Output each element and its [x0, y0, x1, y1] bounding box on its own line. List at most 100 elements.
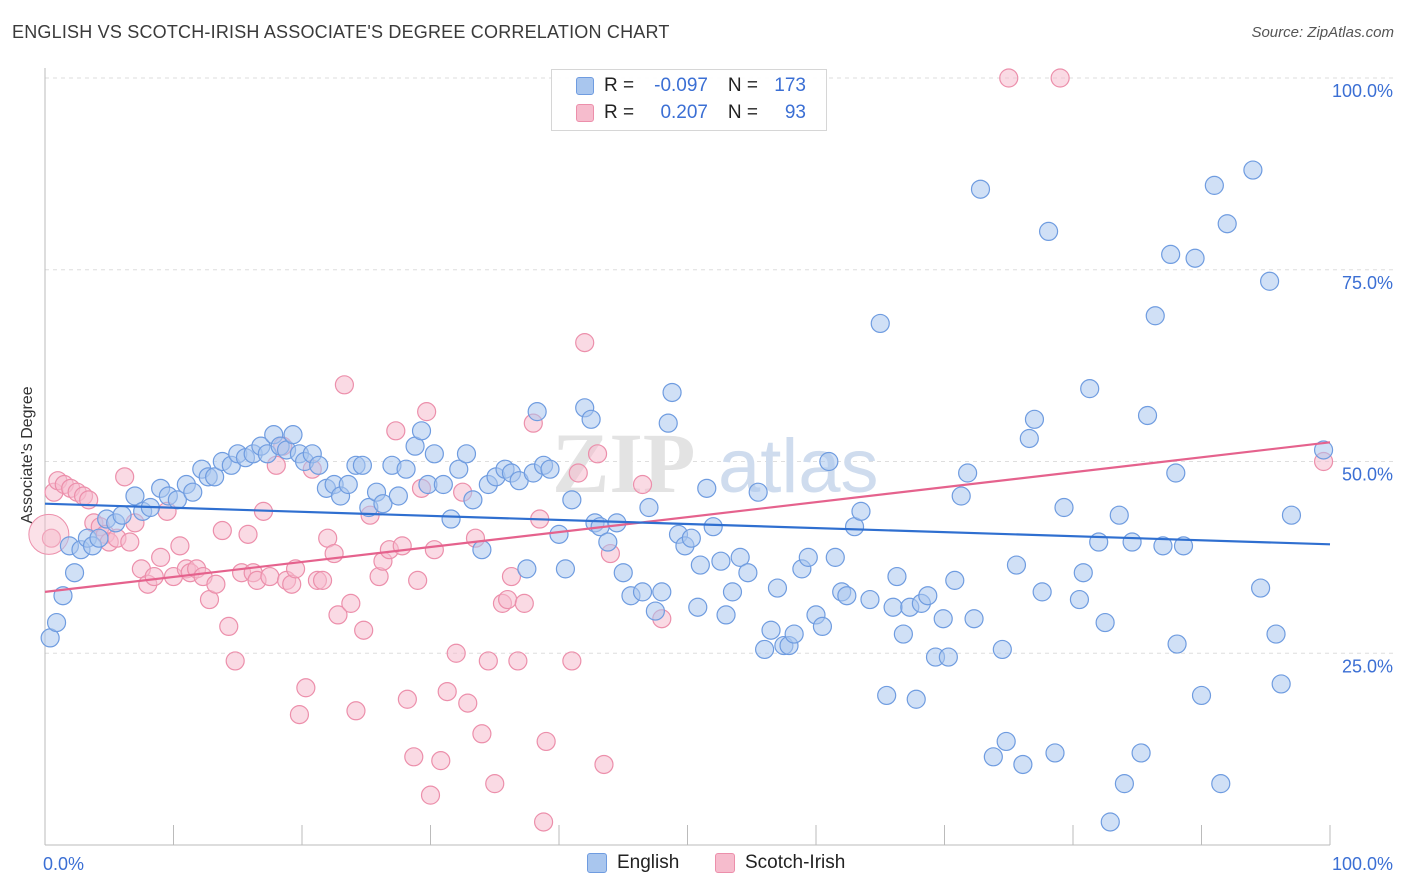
- r-value: -0.097: [654, 75, 708, 96]
- english-point: [1032, 582, 1052, 602]
- english-point: [730, 547, 750, 567]
- english-point: [887, 566, 907, 587]
- english-point: [645, 601, 665, 621]
- english-point: [1313, 440, 1334, 460]
- english-point: [338, 474, 358, 495]
- scotch-irish-point: [485, 774, 505, 794]
- english-point: [1260, 271, 1280, 291]
- watermark-atlas: atlas: [718, 424, 879, 509]
- english-point: [183, 482, 203, 502]
- y-tick-label: 100.0%: [1332, 81, 1393, 101]
- english-point: [598, 532, 618, 552]
- scotch-irish-point: [478, 651, 498, 671]
- scotch-irish-point: [206, 574, 226, 594]
- scotch-irish-point: [386, 421, 406, 441]
- scotch-irish-point: [260, 566, 280, 587]
- scotch-irish-point: [498, 589, 518, 610]
- english-point: [893, 624, 913, 644]
- english-point: [424, 444, 444, 464]
- english-point: [555, 559, 576, 579]
- english-point: [283, 425, 303, 445]
- english-point: [837, 586, 857, 606]
- scotch-irish-point: [41, 528, 62, 548]
- scotch-irish-point: [354, 620, 374, 640]
- scotch-irish-point: [458, 693, 478, 713]
- scotch-irish-point: [533, 812, 554, 832]
- scotch-irish-point: [568, 463, 588, 483]
- english-point: [1122, 532, 1142, 552]
- english-trend-line: [44, 502, 1331, 546]
- english-point: [1045, 743, 1065, 763]
- r-value: 0.207: [660, 102, 708, 123]
- english-point: [697, 478, 717, 498]
- scotch-irish-point: [238, 524, 258, 544]
- english-point: [1006, 555, 1027, 575]
- legend-item-english[interactable]: English: [587, 852, 679, 874]
- n-label: N =: [727, 75, 758, 96]
- english-point: [527, 402, 547, 422]
- y-tick-label: 25.0%: [1342, 656, 1393, 676]
- english-point: [125, 486, 145, 506]
- scotch-irish-point: [508, 651, 528, 671]
- english-point: [883, 597, 903, 617]
- scotch-irish-point: [212, 520, 232, 541]
- english-point: [388, 486, 408, 506]
- legend-row-scotch-irish: R = 0.207 N = 93: [576, 100, 806, 126]
- scotch-irish-point: [312, 570, 333, 590]
- english-point: [738, 563, 758, 583]
- english-point: [613, 563, 633, 583]
- english-point: [1038, 221, 1059, 241]
- english-point: [690, 555, 710, 575]
- x-tick-label: 100.0%: [1332, 854, 1393, 874]
- n-value: 173: [774, 75, 806, 96]
- scotch-irish-swatch: [576, 104, 594, 122]
- scotch-irish-point: [446, 643, 466, 663]
- scotch-irish-trend-line: [44, 441, 1331, 593]
- english-point: [711, 551, 731, 571]
- source-credit: Source: ZipAtlas.com: [1251, 24, 1394, 41]
- english-point: [1095, 612, 1115, 633]
- english-point: [112, 505, 132, 525]
- r-label: R =: [604, 75, 635, 96]
- legend-item-scotch-irish[interactable]: Scotch-Irish: [715, 852, 845, 874]
- english-point: [1243, 160, 1263, 180]
- english-point: [658, 413, 678, 433]
- english-point: [1271, 674, 1291, 694]
- english-point: [870, 313, 890, 334]
- english-point: [1137, 405, 1158, 426]
- english-point: [441, 509, 461, 529]
- english-point: [449, 459, 469, 479]
- english-point: [906, 689, 926, 709]
- series-legend: English Scotch-Irish: [0, 852, 1406, 878]
- scotch-irish-point: [334, 375, 355, 395]
- scotch-irish-point: [472, 724, 492, 744]
- scotch-irish-point: [424, 540, 444, 560]
- english-point: [1167, 634, 1187, 654]
- english-point: [722, 582, 743, 602]
- english-point: [688, 597, 708, 617]
- scotch-irish-point: [120, 532, 140, 552]
- english-point: [352, 455, 372, 475]
- english-point: [819, 451, 839, 472]
- english-point: [761, 620, 781, 640]
- scotch-irish-point: [328, 605, 348, 625]
- scotch-irish-point: [289, 705, 310, 725]
- english-point: [877, 685, 897, 706]
- english-point: [748, 482, 768, 502]
- scotch-irish-point: [404, 747, 424, 767]
- english-point: [1166, 463, 1186, 483]
- english-point: [851, 501, 871, 521]
- english-point: [1217, 214, 1237, 234]
- scotch-irish-point: [341, 593, 361, 613]
- english-point: [540, 459, 560, 479]
- english-point: [463, 490, 483, 510]
- n-value: 93: [784, 102, 806, 123]
- english-point: [767, 578, 788, 598]
- english-point: [918, 586, 938, 606]
- english-point: [1161, 244, 1181, 265]
- english-point: [433, 474, 453, 495]
- english-point: [89, 528, 109, 548]
- scotch-irish-swatch: [715, 853, 735, 873]
- scotch-irish-point: [151, 547, 171, 567]
- scotch-irish-point: [170, 536, 190, 556]
